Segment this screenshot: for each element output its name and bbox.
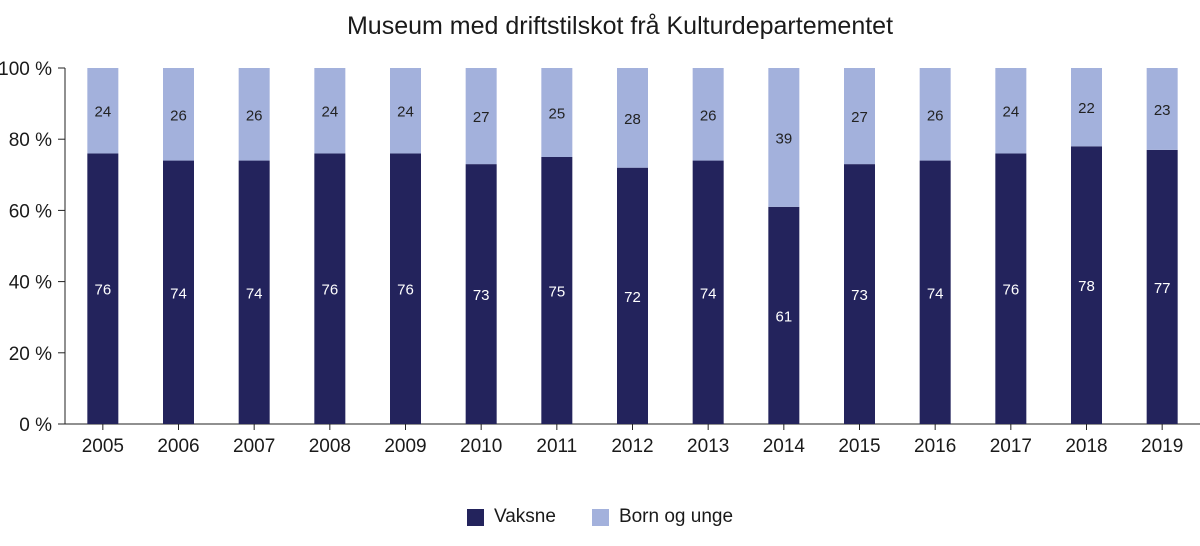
x-tick-label: 2005 [82,436,124,457]
data-label: 76 [321,282,338,299]
bar-vaksne [844,164,875,424]
x-tick-label: 2018 [1065,436,1107,457]
chart-legend: Vaksne Born og unge [0,506,1200,528]
x-tick-label: 2013 [687,436,729,457]
data-label: 74 [927,285,944,302]
x-tick-label: 2007 [233,436,275,457]
y-tick-label: 100 % [0,59,52,80]
data-label: 26 [927,107,944,124]
data-label: 74 [246,285,263,302]
data-label: 24 [1002,104,1019,121]
data-label: 26 [700,107,717,124]
data-label: 39 [775,130,792,147]
y-tick-label: 80 % [9,130,52,151]
legend-item-vaksne: Vaksne [466,506,556,528]
data-label: 22 [1078,100,1095,117]
bar-vaksne [768,206,800,424]
bar-born-og-unge [390,68,421,154]
data-label: 61 [775,308,792,325]
bar-born-og-unge [465,68,497,165]
y-tick-label: 40 % [9,273,52,294]
bar-vaksne [1146,149,1178,424]
data-label: 25 [548,106,565,123]
data-label: 77 [1154,280,1171,297]
bar-vaksne [692,160,724,424]
x-tick-label: 2008 [309,436,351,457]
bar-vaksne [1071,146,1102,424]
chart-title: Museum med driftstilskot frå Kulturdepar… [346,12,894,40]
bar-vaksne [87,153,119,424]
legend-item-born-og-unge: Born og unge [591,506,734,528]
bar-born-og-unge [87,68,119,154]
bar-born-og-unge [919,68,951,161]
y-tick-label: 60 % [9,201,52,222]
bar-vaksne [541,157,573,424]
bar-vaksne [163,160,194,424]
legend-swatch-born-og-unge [591,508,609,526]
legend-label-born-og-unge: Born og unge [618,506,734,527]
y-tick-label: 0 % [19,415,52,436]
bar-vaksne [919,160,951,424]
data-label: 23 [1154,102,1171,119]
x-tick-label: 2009 [384,436,426,457]
data-label: 27 [473,109,490,126]
data-label: 24 [397,104,414,121]
bar-vaksne [465,164,497,424]
bar-born-og-unge [1146,68,1178,150]
x-tick-label: 2010 [460,436,502,457]
data-label: 72 [624,289,641,306]
data-label: 78 [1078,278,1095,295]
x-tick-label: 2016 [914,436,956,457]
data-label: 24 [94,104,111,121]
data-label: 76 [94,282,111,299]
data-label: 24 [321,104,338,121]
data-label: 75 [548,284,565,301]
x-tick-label: 2014 [763,436,806,457]
y-tick-label: 20 % [9,344,52,365]
data-label: 26 [246,107,263,124]
bar-vaksne [617,167,648,424]
data-label: 76 [1002,282,1019,299]
data-label: 73 [473,287,490,304]
bar-chart-plot: 0 % 20 % 40 % 60 % 80 % 100 % 76 24 2005 74 26 2006… [0,59,1200,457]
bar-born-og-unge [617,68,648,168]
data-label: 27 [851,109,868,126]
data-label: 26 [170,107,187,124]
data-label: 74 [700,285,717,302]
bar-born-og-unge [541,68,573,157]
bar-vaksne [314,153,346,424]
bar-vaksne [238,160,270,424]
data-label: 73 [851,287,868,304]
bar-born-og-unge [1071,68,1102,147]
x-tick-label: 2012 [611,436,653,457]
bar-born-og-unge [768,68,800,207]
x-tick-label: 2017 [990,436,1032,457]
data-label: 74 [170,285,187,302]
x-tick-label: 2006 [157,436,199,457]
legend-swatch-vaksne [466,508,484,526]
legend-label-vaksne: Vaksne [493,506,556,527]
data-label: 28 [624,111,641,128]
x-tick-label: 2015 [838,436,880,457]
x-tick-label: 2011 [536,436,577,457]
bar-born-og-unge [314,68,346,154]
bar-vaksne [390,153,421,424]
bar-born-og-unge [692,68,724,161]
bar-born-og-unge [163,68,194,161]
bar-born-og-unge [995,68,1027,154]
bar-vaksne [995,153,1027,424]
data-label: 76 [397,282,414,299]
x-tick-label: 2019 [1141,436,1183,457]
bar-born-og-unge [844,68,875,165]
bar-born-og-unge [238,68,270,161]
